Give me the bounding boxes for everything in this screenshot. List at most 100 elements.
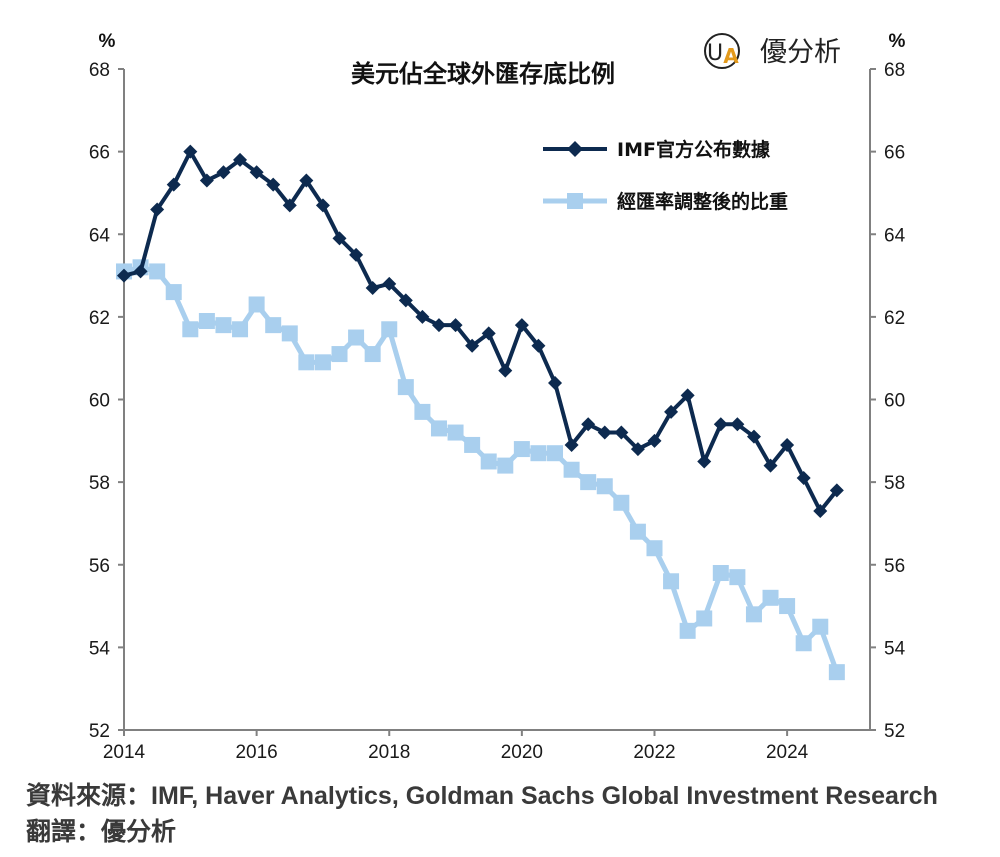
y-tick-label-right: 54 [884,638,906,659]
data-point [597,425,612,440]
data-point [613,494,630,511]
series-imf [117,144,844,519]
data-point [266,177,281,192]
legend-square-icon [567,193,583,209]
data-point [548,375,563,390]
data-point [349,247,364,262]
data-point [812,618,829,635]
data-point [281,325,298,342]
x-ticks: 2014 2016 2018 2020 2022 2024 [103,730,809,763]
legend-item-imf: IMF官方公布數據 [543,138,771,161]
data-point [382,276,397,291]
y-tick-label-left: 64 [89,225,111,246]
data-point [679,622,696,639]
y-tick-label-left: 52 [89,721,110,742]
data-point [150,202,165,217]
data-point [730,417,745,432]
data-point [232,321,249,338]
data-point [629,523,646,540]
data-point [563,461,580,478]
x-tick-label: 2016 [235,742,277,763]
data-point [348,329,365,346]
data-point [596,478,613,495]
data-point [713,417,728,432]
y-ticks-left: 52 54 56 58 60 62 64 66 68 [89,60,124,742]
data-point [398,293,413,308]
data-point [780,437,795,452]
data-point [314,354,331,371]
data-point [149,263,166,280]
data-point [182,321,199,338]
data-point [746,429,761,444]
data-point [183,144,198,159]
data-point [530,445,547,462]
legend: IMF官方公布數據 經匯率調整後的比重 [543,138,788,213]
data-point [614,425,629,440]
data-point [729,569,746,586]
data-point [282,198,297,213]
data-point [779,598,796,615]
logo-text: 優分析 [760,37,841,68]
data-point [430,420,447,437]
x-tick-label: 2024 [766,742,809,763]
chart: 美元佔全球外匯存底比例 % % U A 優分析 52 54 56 58 60 62 64 66… [89,31,906,763]
y-tick-label-right: 66 [884,143,905,164]
data-point [381,321,398,338]
data-point [697,454,712,469]
data-point [497,457,514,474]
data-point [828,664,845,681]
translator-note: 翻譯：優分析 [26,818,177,846]
data-point [365,280,380,295]
legend-label-adjusted: 經匯率調整後的比重 [617,190,788,213]
data-point [680,388,695,403]
data-point [498,363,513,378]
data-point [332,231,347,246]
data-point [480,453,497,470]
data-point [299,173,314,188]
data-point [646,540,663,557]
legend-label-imf: IMF官方公布數據 [617,138,771,161]
logo-ring-icon [704,33,740,69]
y-tick-label-left: 56 [89,556,110,577]
data-point [580,474,597,491]
data-point [762,589,779,606]
data-point [448,318,463,333]
data-point [216,165,231,180]
series-adjusted [116,259,845,681]
data-point [198,313,215,330]
data-point [265,317,282,334]
x-tick-label: 2020 [501,742,543,763]
data-point [581,417,596,432]
data-point [531,338,546,353]
data-point [133,264,148,279]
data-point [165,284,182,301]
x-tick-label: 2018 [368,742,410,763]
data-point [829,483,844,498]
y-tick-label-right: 64 [884,225,906,246]
data-point [315,198,330,213]
data-point [465,338,480,353]
legend-item-adjusted: 經匯率調整後的比重 [543,190,788,213]
data-point [796,470,811,485]
data-point [514,318,529,333]
y-ticks-right: 52 54 56 58 60 62 64 66 68 [870,60,906,742]
y-unit-right: % [889,31,906,52]
data-point [431,318,446,333]
data-point [117,268,131,283]
y-tick-label-right: 58 [884,473,905,494]
legend-diamond-icon [567,141,583,157]
data-point [215,317,232,334]
data-point [415,309,430,324]
logo-u-letter: U [707,41,723,66]
y-tick-label-left: 60 [89,391,110,412]
data-point [712,565,729,582]
data-point [199,173,214,188]
data-point [663,573,680,590]
data-point [248,296,265,313]
source-note: 資料來源：IMF, Haver Analytics, Goldman Sachs… [26,782,938,810]
y-tick-label-right: 60 [884,391,905,412]
data-point [696,610,713,627]
data-point [813,504,828,519]
data-point [166,177,181,192]
y-unit-left: % [99,31,116,52]
